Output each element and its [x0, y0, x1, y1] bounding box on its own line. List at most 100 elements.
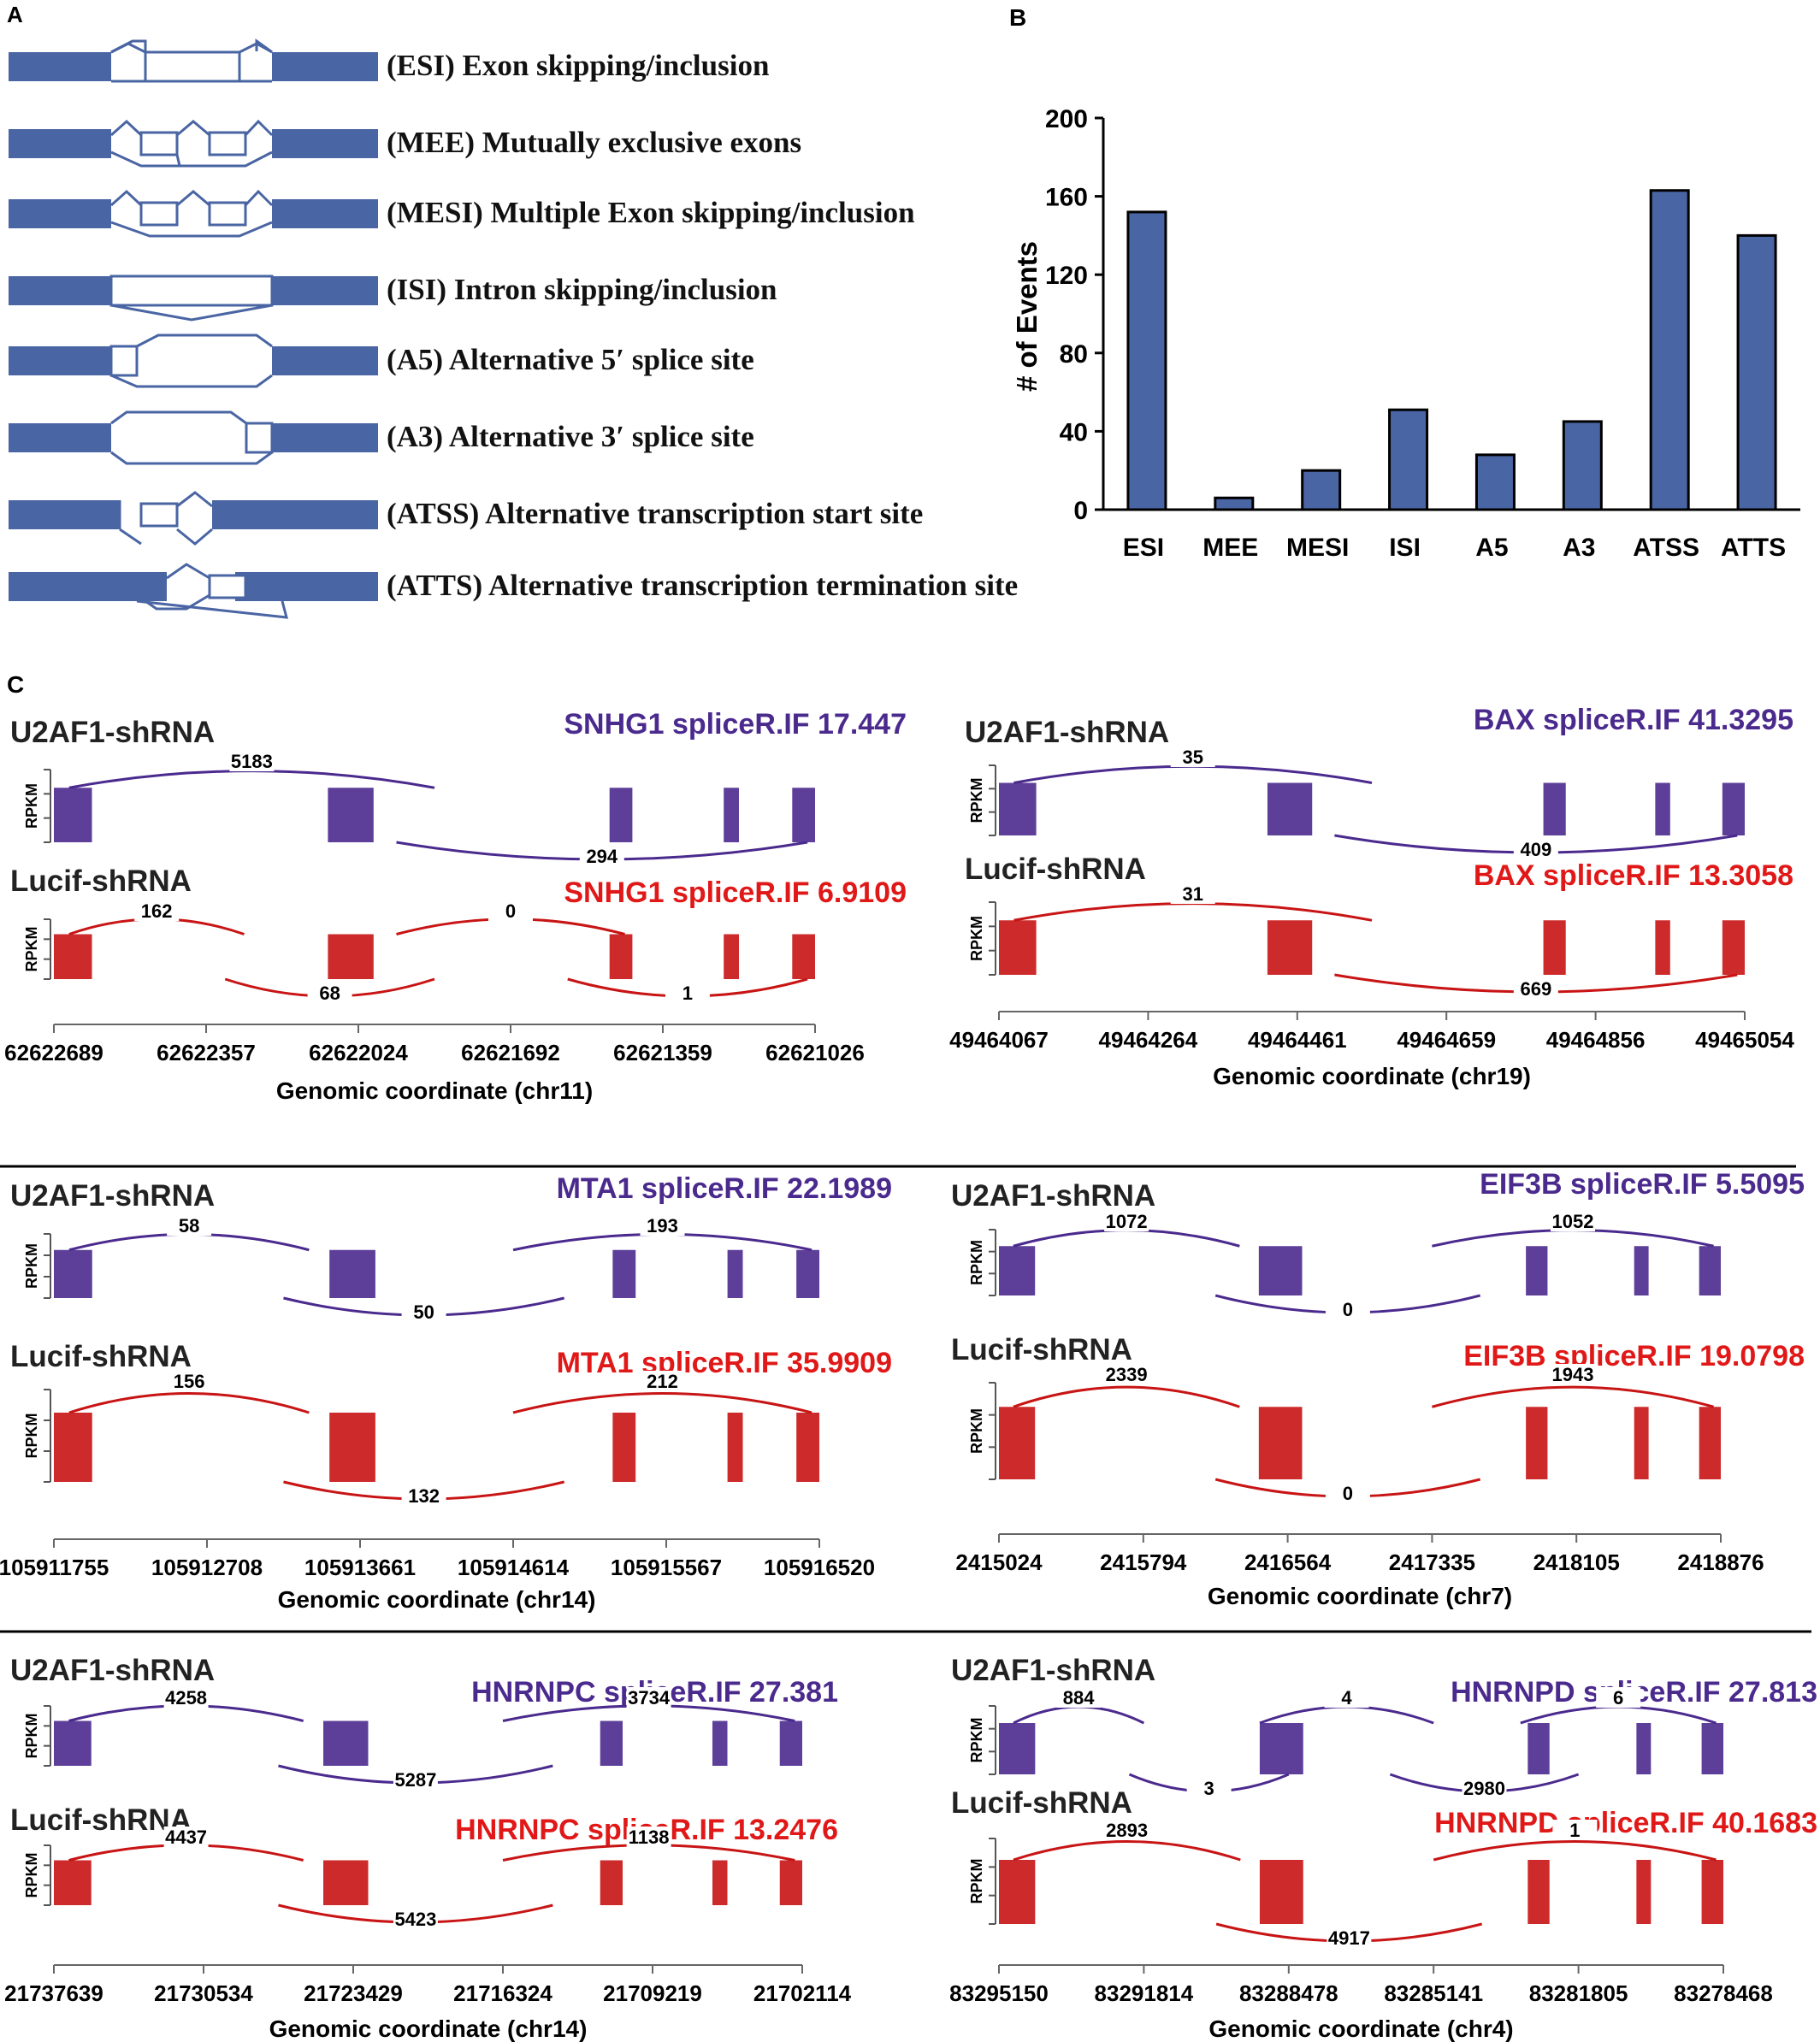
- exon-block: [272, 129, 378, 158]
- coordinate-tick-label: 21730534: [154, 1980, 253, 2006]
- coverage-block: [792, 788, 815, 842]
- coordinate-tick-label: 2418105: [1533, 1549, 1620, 1575]
- exon-block: [9, 500, 120, 529]
- panel-a-event-list: (ESI) Exon skipping/inclusion (MEE) Mutua…: [9, 38, 1018, 619]
- junction-arc: [1431, 1385, 1714, 1408]
- junction-label-bg: [167, 1371, 212, 1391]
- rpkm-label: RPKM: [23, 1413, 40, 1459]
- junction-count: 4: [1341, 1687, 1352, 1709]
- coverage-block: [1655, 920, 1670, 975]
- coordinate-axis-title: Genomic coordinate (chr14): [278, 1586, 596, 1613]
- junction-label-bg: [1462, 1778, 1507, 1798]
- sample-label: Lucif-shRNA: [965, 853, 1146, 886]
- coverage-block: [329, 1413, 375, 1482]
- coverage-block: [1267, 920, 1313, 975]
- coordinate-tick-label: 21737639: [4, 1980, 103, 2006]
- sample-label: Lucif-shRNA: [10, 1340, 192, 1373]
- junction-count: 409: [1520, 839, 1551, 860]
- coverage-block: [54, 934, 92, 979]
- coverage-block: [329, 1249, 375, 1298]
- junction-count: 884: [1063, 1687, 1095, 1709]
- exon-block: [272, 346, 378, 375]
- coverage-block: [999, 920, 1037, 975]
- junction-count: 0: [1343, 1483, 1353, 1504]
- coordinate-tick-label: 49464659: [1397, 1027, 1496, 1053]
- splice-path: [110, 374, 273, 388]
- junction-label-bg: [1552, 1820, 1598, 1840]
- exon-block: [9, 129, 111, 158]
- event-label-3: (ISI) Intron skipping/inclusion: [387, 273, 777, 306]
- junction-label-bg: [1513, 839, 1558, 859]
- rpkm-label: RPKM: [968, 916, 985, 961]
- coverage-block: [54, 788, 92, 842]
- coverage-block: [999, 1246, 1036, 1295]
- sample-label: U2AF1-shRNA: [965, 716, 1169, 749]
- coordinate-axis-title: Genomic coordinate (chr11): [276, 1077, 593, 1104]
- x-tick-label: ESI: [1123, 534, 1164, 562]
- exon-box: [139, 502, 179, 528]
- junction-arc: [1259, 1705, 1434, 1725]
- rpkm-label: RPKM: [23, 1243, 40, 1289]
- coverage-block: [323, 1720, 369, 1766]
- coordinate-tick-label: 105916520: [764, 1555, 875, 1580]
- coverage-block: [712, 1860, 728, 1905]
- junction-count: 669: [1520, 978, 1551, 1000]
- sample-label: U2AF1-shRNA: [10, 716, 215, 749]
- coverage-block: [792, 934, 815, 979]
- junction-count: 162: [141, 900, 173, 922]
- junction-count: 5287: [394, 1769, 436, 1791]
- junction-count: 4917: [1328, 1927, 1370, 1949]
- sample-label: Lucif-shRNA: [951, 1786, 1132, 1820]
- coverage-block: [1526, 1407, 1548, 1479]
- junction-count: 4258: [165, 1687, 207, 1709]
- rpkm-label: RPKM: [23, 1853, 40, 1898]
- rpkm-label: RPKM: [968, 1408, 985, 1454]
- coverage-block: [1722, 782, 1745, 835]
- coverage-block: [323, 1860, 369, 1905]
- coverage-block: [54, 1249, 92, 1298]
- junction-label-bg: [1104, 1364, 1149, 1384]
- splice-path: [176, 528, 213, 546]
- coordinate-tick-label: 62622357: [157, 1040, 256, 1065]
- bar-a5: [1474, 453, 1516, 511]
- coordinate-tick-label: 83291814: [1095, 1980, 1194, 2006]
- junction-count: 132: [408, 1485, 440, 1507]
- coordinate-axis-title: Genomic coordinate (chr7): [1208, 1583, 1512, 1609]
- coordinate-tick-label: 62622689: [4, 1040, 103, 1065]
- coordinate-tick-label: 2415024: [955, 1549, 1043, 1575]
- coordinate-tick-label: 21723429: [304, 1980, 403, 2006]
- coverage-block: [1543, 782, 1566, 835]
- coordinate-tick-label: 105914614: [458, 1555, 570, 1580]
- coordinate-tick-label: 2418876: [1677, 1549, 1764, 1575]
- event-label-0: (ESI) Exon skipping/inclusion: [387, 49, 769, 82]
- event-label-7: (ATTS) Alternative transcription termina…: [387, 569, 1018, 602]
- bar-esi: [1126, 210, 1167, 511]
- coverage-block: [1543, 920, 1566, 975]
- coverage-block: [727, 1413, 743, 1482]
- splice-path: [110, 410, 247, 425]
- coverage-block: [779, 1860, 802, 1905]
- exon-block: [235, 572, 378, 601]
- coordinate-tick-label: 105912708: [151, 1555, 263, 1580]
- exon-block: [9, 276, 111, 305]
- bar-isi: [1388, 408, 1429, 511]
- coordinate-tick-label: 49464264: [1099, 1027, 1198, 1053]
- junction-arc: [68, 1232, 310, 1252]
- intron-box: [109, 274, 274, 307]
- rpkm-label: RPKM: [23, 927, 40, 972]
- rpkm-label: RPKM: [968, 778, 985, 823]
- y-tick-label: 40: [1060, 418, 1088, 446]
- coverage-block: [1701, 1723, 1723, 1774]
- bar-a3: [1562, 420, 1603, 511]
- x-tick-label: A3: [1563, 534, 1595, 562]
- x-tick-label: ATTS: [1721, 534, 1786, 562]
- coverage-block: [1636, 1860, 1652, 1924]
- exon-box: [109, 345, 139, 377]
- splice-path: [110, 119, 274, 137]
- junction-label-bg: [401, 1485, 446, 1506]
- coordinate-tick-label: 83278468: [1674, 1980, 1773, 2006]
- exon-box: [139, 131, 179, 156]
- junction-count: 1052: [1552, 1211, 1594, 1232]
- exon-box: [144, 50, 241, 83]
